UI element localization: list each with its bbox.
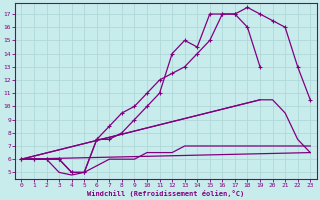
X-axis label: Windchill (Refroidissement éolien,°C): Windchill (Refroidissement éolien,°C) bbox=[87, 190, 244, 197]
